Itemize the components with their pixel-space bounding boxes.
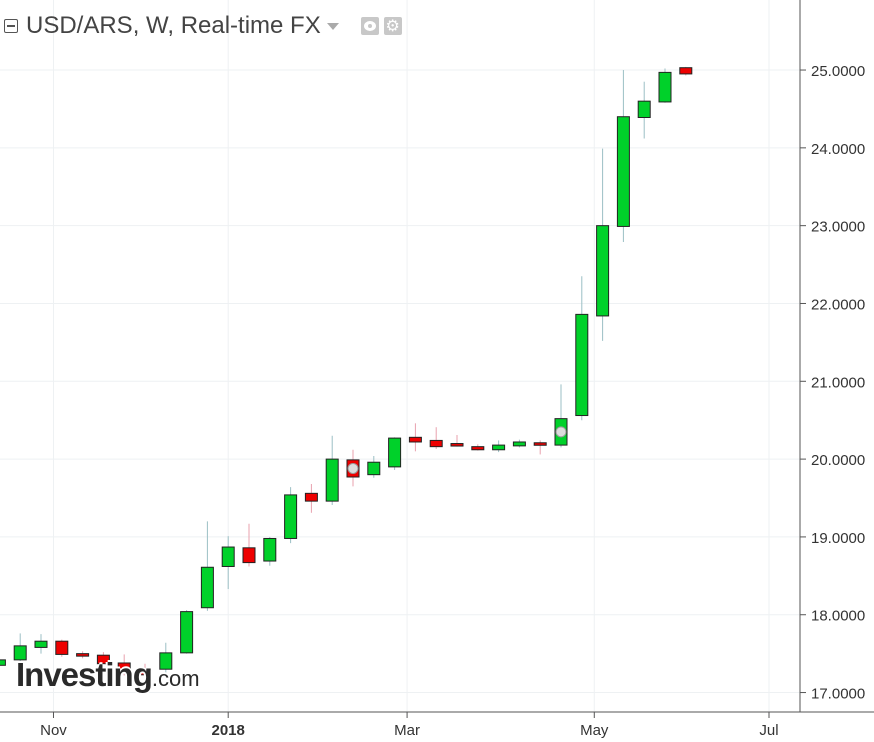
candle-up: [637, 100, 651, 118]
y-tick-label: 17.0000: [811, 686, 865, 703]
logo-brand: Investing: [16, 656, 153, 693]
candle-up: [0, 659, 6, 666]
candle-down: [679, 67, 693, 75]
y-tick-label: 23.0000: [811, 219, 865, 236]
y-tick-label: 21.0000: [811, 374, 865, 391]
candle-up: [180, 611, 194, 654]
candle-up: [596, 225, 610, 317]
candle-down: [471, 446, 485, 451]
x-tick-label: Nov: [40, 722, 67, 739]
candle-up: [159, 652, 173, 670]
candle-down: [533, 442, 547, 446]
candle-up: [221, 546, 235, 567]
candle-down: [429, 439, 443, 448]
candle-up: [492, 444, 506, 451]
caret-down-icon[interactable]: [326, 22, 339, 30]
candle-up: [658, 71, 672, 103]
candle-up: [200, 566, 214, 609]
y-tick-label: 22.0000: [811, 296, 865, 313]
candle-down: [304, 492, 318, 502]
candle-up: [284, 494, 298, 539]
visibility-button[interactable]: [360, 17, 379, 35]
candle-up: [512, 441, 526, 447]
logo-suffix: .com: [151, 666, 200, 691]
y-tick-label: 25.0000: [811, 63, 865, 80]
candle-up: [575, 313, 589, 417]
gear-icon: ⚙: [385, 16, 400, 35]
candle-down: [242, 547, 256, 564]
candle-down: [117, 662, 131, 673]
x-tick-label: 2018: [212, 722, 245, 739]
investing-logo: Investing .com: [16, 656, 200, 694]
candle-up: [34, 640, 48, 648]
candle-down: [138, 671, 152, 676]
candle-up: [13, 645, 27, 661]
candle-down: [55, 640, 69, 655]
candle-up: [263, 537, 277, 562]
collapse-square-icon[interactable]: [4, 19, 18, 33]
y-tick-label: 24.0000: [811, 141, 865, 158]
candle-down: [96, 654, 110, 665]
event-marker: [347, 462, 359, 474]
y-tick-label: 19.0000: [811, 530, 865, 547]
candle-up: [388, 437, 402, 468]
candle-up: [616, 116, 630, 227]
y-tick-label: 20.0000: [811, 452, 865, 469]
candle-up: [325, 458, 339, 502]
chart-title: USD/ARS, W, Real-time FX: [26, 12, 321, 39]
eye-icon: [363, 21, 376, 31]
x-tick-label: May: [580, 722, 609, 739]
candle-down: [450, 443, 464, 447]
candle-up: [367, 461, 381, 476]
x-tick-label: Jul: [759, 722, 778, 739]
x-tick-label: Mar: [394, 722, 420, 739]
settings-button[interactable]: ⚙: [383, 16, 402, 35]
event-marker: [555, 426, 567, 438]
candle-down: [408, 436, 422, 443]
y-tick-label: 18.0000: [811, 608, 865, 625]
chart-header: USD/ARS, W, Real-time FX ⚙: [4, 9, 402, 43]
candle-down: [76, 653, 90, 657]
